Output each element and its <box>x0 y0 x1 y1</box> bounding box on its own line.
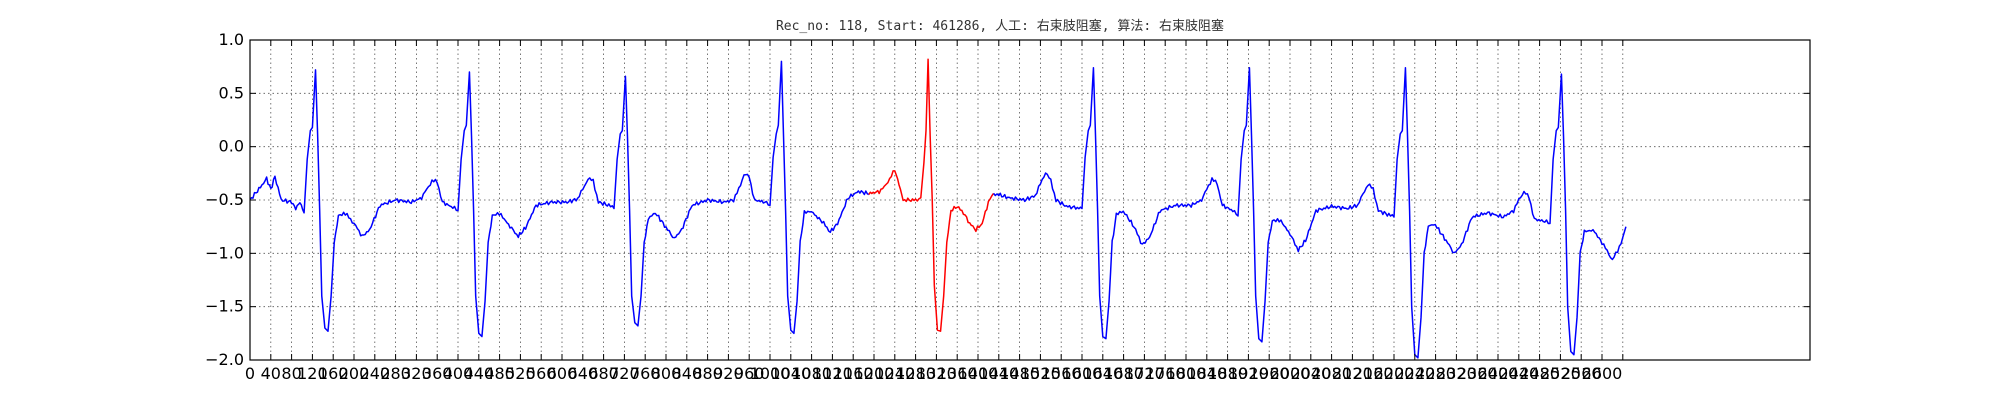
y-tick-label: −2.0 <box>205 350 244 369</box>
x-tick-label: 560 <box>526 364 557 383</box>
x-tick-label: 160 <box>318 364 349 383</box>
x-tick-label: 1360 <box>937 364 978 383</box>
x-tick-label: 1760 <box>1145 364 1186 383</box>
x-tick-label: 200 <box>339 364 370 383</box>
x-tick-label: 1520 <box>1020 364 1061 383</box>
y-tick-label: 0.5 <box>219 83 244 102</box>
x-tick-label: 1120 <box>812 364 853 383</box>
x-tick-label: 2320 <box>1436 364 1477 383</box>
x-tick-label: 1880 <box>1207 364 1248 383</box>
x-tick-label: 1240 <box>874 364 915 383</box>
x-tick-label: 2600 <box>1582 364 1623 383</box>
x-tick-label: 1320 <box>916 364 957 383</box>
x-tick-label: 960 <box>734 364 765 383</box>
highlighted-beat-line <box>868 58 995 332</box>
x-tick-label: 400 <box>443 364 474 383</box>
x-tick-label: 680 <box>588 364 619 383</box>
series-layer <box>249 58 1627 359</box>
x-tick-label: 600 <box>547 364 578 383</box>
x-tick-label: 1600 <box>1062 364 1103 383</box>
x-tick-label: 800 <box>651 364 682 383</box>
x-tick-label: 2520 <box>1540 364 1581 383</box>
x-tick-label: 320 <box>401 364 432 383</box>
y-tick-label: −0.5 <box>205 190 244 209</box>
x-tick-label: 840 <box>672 364 703 383</box>
x-tick-label: 1720 <box>1124 364 1165 383</box>
x-tick-label: 2400 <box>1478 364 1519 383</box>
y-tick-label: 0.0 <box>219 137 244 156</box>
x-tick-label: 1480 <box>999 364 1040 383</box>
x-tick-label: 2040 <box>1290 364 1331 383</box>
x-tick-label: 520 <box>505 364 536 383</box>
x-tick-label: 1440 <box>978 364 1019 383</box>
x-tick-label: 1920 <box>1228 364 1269 383</box>
x-tick-label: 2000 <box>1270 364 1311 383</box>
x-tick-label: 240 <box>360 364 391 383</box>
x-tick-label: 360 <box>422 364 453 383</box>
x-tick-label: 1080 <box>791 364 832 383</box>
x-tick-label: 1160 <box>833 364 874 383</box>
x-tick-label: 1680 <box>1103 364 1144 383</box>
y-tick-label: 1.0 <box>219 30 244 49</box>
x-tick-label: 480 <box>484 364 515 383</box>
x-tick-label: 920 <box>713 364 744 383</box>
x-tick-label: 440 <box>464 364 495 383</box>
x-tick-label: 1840 <box>1186 364 1227 383</box>
signal-before-line <box>249 60 870 338</box>
chart-title: Rec_no: 118, Start: 461286, 人工: 右束肢阻塞, 算… <box>776 18 1224 34</box>
x-tick-label: 2440 <box>1498 364 1539 383</box>
x-tick-label: 2120 <box>1332 364 1373 383</box>
x-tick-label: 2200 <box>1374 364 1415 383</box>
x-tick-label: 1200 <box>854 364 895 383</box>
x-tick-label: 2160 <box>1353 364 1394 383</box>
x-tick-label: 1640 <box>1082 364 1123 383</box>
x-tick-label: 80 <box>281 364 301 383</box>
x-tick-label: 2480 <box>1519 364 1560 383</box>
x-tick-label: 40 <box>261 364 281 383</box>
x-tick-label: 2080 <box>1311 364 1352 383</box>
x-tick-label: 720 <box>609 364 640 383</box>
x-tick-label: 1040 <box>770 364 811 383</box>
x-tick-label: 0 <box>245 364 255 383</box>
x-tick-label: 880 <box>692 364 723 383</box>
x-tick-label: 760 <box>630 364 661 383</box>
x-tick-label: 280 <box>380 364 411 383</box>
y-axis: 1.0 0.5 0.0 −0.5 −1.0 −1.5 −2.0 <box>205 30 1810 369</box>
x-tick-label: 2280 <box>1415 364 1456 383</box>
x-tick-label: 2560 <box>1561 364 1602 383</box>
x-tick-label: 1280 <box>895 364 936 383</box>
x-tick-label: 2240 <box>1394 364 1435 383</box>
x-tick-label: 640 <box>568 364 599 383</box>
y-tick-label: −1.5 <box>205 297 244 316</box>
x-tick-label: 1000 <box>750 364 791 383</box>
x-tick-label: 1800 <box>1166 364 1207 383</box>
x-tick-label: 1400 <box>958 364 999 383</box>
x-tick-label: 2360 <box>1457 364 1498 383</box>
signal-after-line <box>993 66 1627 359</box>
x-axis: 0 40 8012016020024028032036040044048052056… <box>245 40 1624 383</box>
x-tick-label: 1560 <box>1041 364 1082 383</box>
y-tick-label: −1.0 <box>205 243 244 262</box>
x-tick-label: 1960 <box>1249 364 1290 383</box>
x-tick-label: 120 <box>297 364 328 383</box>
